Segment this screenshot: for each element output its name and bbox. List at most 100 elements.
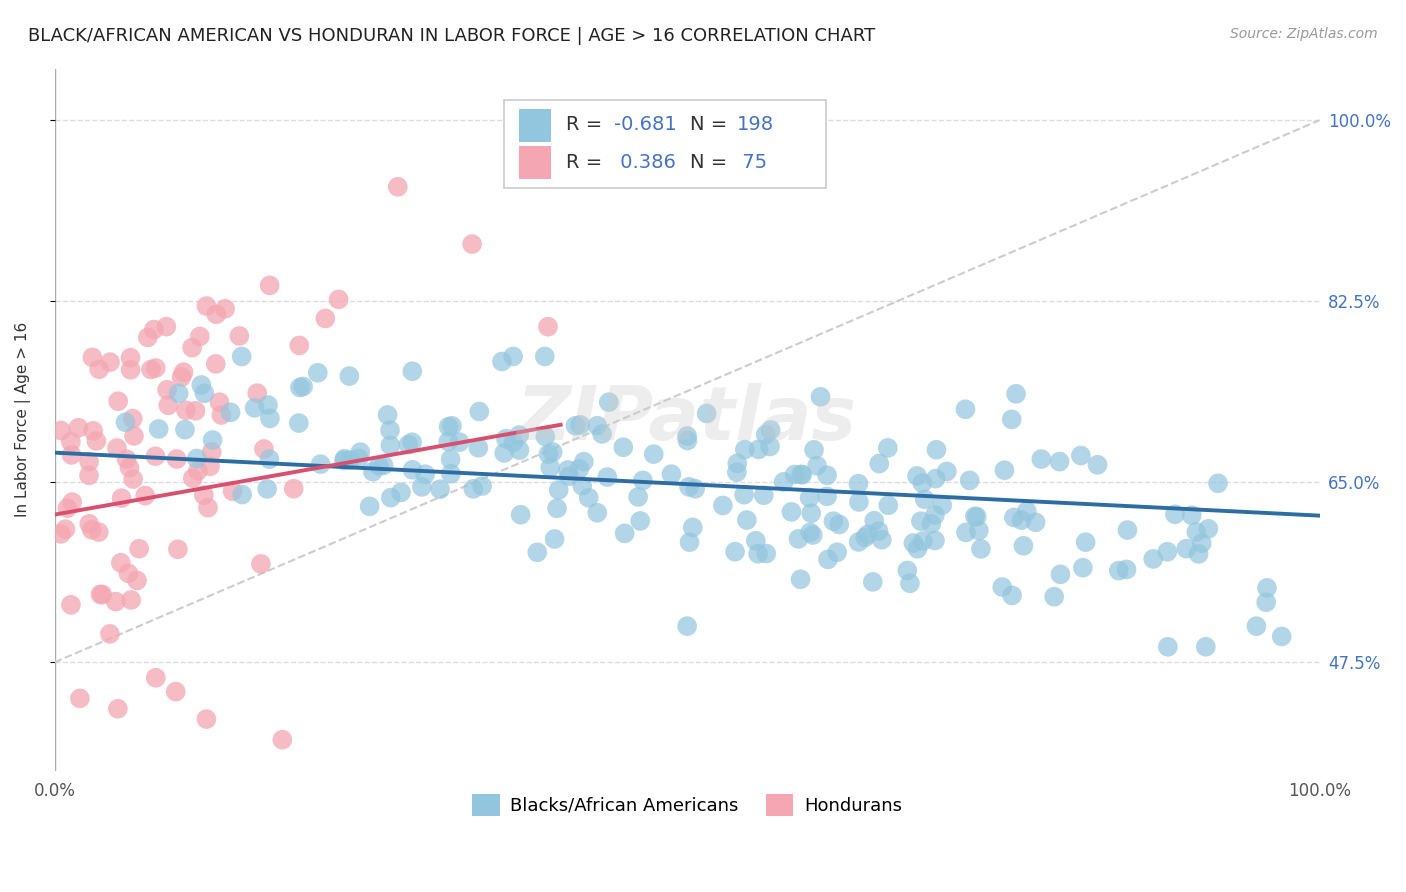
Point <box>115 452 138 467</box>
Point <box>508 428 530 442</box>
Point <box>186 451 208 466</box>
Point <box>157 398 180 412</box>
Point <box>495 432 517 446</box>
Point <box>725 456 748 470</box>
Point <box>1002 510 1025 524</box>
Point <box>596 470 619 484</box>
Point <box>508 443 530 458</box>
Point <box>735 513 758 527</box>
Point <box>612 440 634 454</box>
Point <box>77 516 100 531</box>
Point <box>80 523 103 537</box>
Point <box>1256 581 1278 595</box>
Point <box>214 301 236 316</box>
Text: R =: R = <box>565 153 602 172</box>
Point <box>817 552 839 566</box>
Point <box>1074 535 1097 549</box>
Point <box>870 533 893 547</box>
Point <box>876 441 898 455</box>
Point <box>1188 547 1211 561</box>
Text: R =: R = <box>565 115 602 134</box>
Point <box>87 524 110 539</box>
Point <box>810 390 832 404</box>
Point <box>993 463 1015 477</box>
Point <box>1012 539 1035 553</box>
Point <box>970 541 993 556</box>
Point <box>955 402 977 417</box>
Point <box>924 508 946 522</box>
Point <box>848 535 870 549</box>
Point <box>591 426 613 441</box>
Point <box>863 514 886 528</box>
Point <box>49 527 72 541</box>
Point <box>136 330 159 344</box>
Point <box>195 299 218 313</box>
Point <box>911 534 934 549</box>
Point <box>502 350 524 364</box>
Point <box>91 588 114 602</box>
Point <box>783 467 806 482</box>
Point <box>86 434 108 448</box>
Point <box>1071 560 1094 574</box>
Point <box>856 527 879 541</box>
Point <box>911 476 934 491</box>
Point <box>174 423 197 437</box>
Point <box>1157 640 1180 654</box>
Point <box>156 383 179 397</box>
Point <box>627 490 650 504</box>
Point <box>787 532 810 546</box>
Point <box>678 480 700 494</box>
Text: N =: N = <box>690 115 727 134</box>
Point <box>676 434 699 448</box>
Point <box>676 429 699 443</box>
Point <box>925 442 948 457</box>
Point <box>734 442 756 457</box>
Point <box>347 451 370 466</box>
Point <box>853 530 876 544</box>
Point <box>389 485 412 500</box>
Point <box>307 366 329 380</box>
Point <box>333 451 356 466</box>
Point <box>122 472 145 486</box>
Point <box>471 479 494 493</box>
Point <box>799 525 821 540</box>
Text: N =: N = <box>690 153 727 172</box>
Point <box>967 524 990 538</box>
Point <box>828 517 851 532</box>
Point <box>201 433 224 447</box>
Point <box>253 442 276 456</box>
Point <box>502 435 524 450</box>
Point <box>547 483 569 497</box>
Point <box>170 370 193 384</box>
Point <box>546 501 568 516</box>
Point <box>1001 412 1024 426</box>
Point <box>924 472 946 486</box>
Point <box>283 482 305 496</box>
Point <box>120 351 142 365</box>
Point <box>82 351 104 365</box>
Point <box>288 380 311 394</box>
Point <box>148 422 170 436</box>
Point <box>89 362 111 376</box>
Point <box>259 452 281 467</box>
Point <box>337 369 360 384</box>
Bar <box>519 109 551 142</box>
Point <box>167 386 190 401</box>
Point <box>759 440 782 454</box>
Point <box>82 424 104 438</box>
Point <box>197 500 219 515</box>
Point <box>1115 562 1137 576</box>
Point <box>440 467 463 481</box>
Point <box>437 419 460 434</box>
Point <box>368 458 391 473</box>
Point <box>1070 449 1092 463</box>
Point <box>209 408 232 422</box>
Point <box>440 418 463 433</box>
Point <box>401 364 423 378</box>
Point <box>711 499 734 513</box>
FancyBboxPatch shape <box>503 100 827 188</box>
Point <box>128 541 150 556</box>
Point <box>110 556 132 570</box>
Point <box>571 479 593 493</box>
Point <box>259 411 281 425</box>
